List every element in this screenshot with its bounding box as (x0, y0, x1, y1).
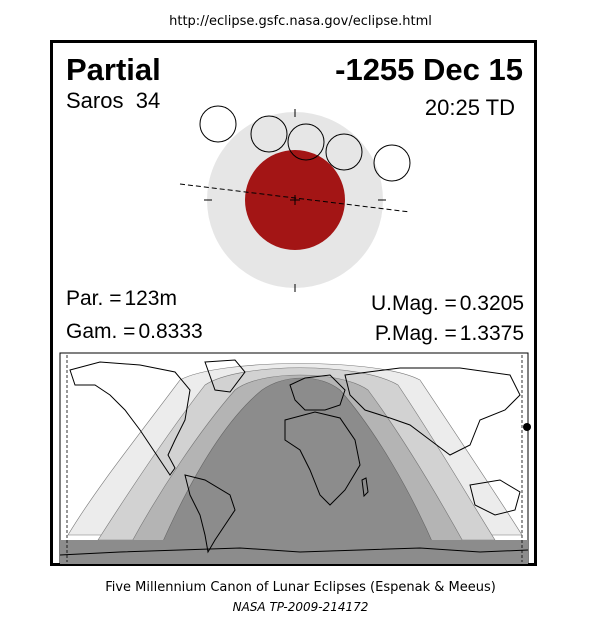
moon-path-line (179, 183, 411, 213)
par-label: Par. = (66, 287, 122, 310)
footer-credit: Five Millennium Canon of Lunar Eclipses … (105, 580, 496, 595)
saros-label: Saros (66, 88, 124, 113)
sublunar-point-marker (523, 423, 531, 431)
saros-line: Saros 34 (66, 88, 160, 114)
moon-position-2 (250, 115, 288, 153)
eclipse-type: Partial (66, 52, 161, 87)
eclipse-date: -1255 Dec 15 (335, 52, 523, 87)
gam-label: Gam. = (66, 320, 136, 343)
pmag-value: 1.3375 (459, 322, 524, 345)
pmag-label: P.Mag. = (374, 322, 457, 345)
moon-position-4 (325, 133, 363, 171)
parameter-umag: U.Mag. = 0.3205 (371, 292, 524, 316)
madagascar (361, 477, 369, 498)
moon-position-1 (199, 105, 237, 143)
source-url[interactable]: http://eclipse.gsfc.nasa.gov/eclipse.htm… (169, 14, 432, 29)
antarctica (59, 547, 529, 556)
umag-label: U.Mag. = (370, 292, 457, 315)
africa (284, 411, 361, 506)
australia (469, 479, 521, 516)
asia (344, 367, 521, 456)
par-value: 123m (124, 287, 177, 310)
continent-outlines (59, 359, 529, 556)
moon-position-5 (373, 144, 411, 182)
north-america (69, 361, 191, 476)
europe (289, 374, 346, 411)
parameter-gam: Gam. = 0.8333 (66, 320, 203, 344)
gam-value: 0.8333 (138, 320, 203, 343)
eclipse-time: 20:25 TD (424, 95, 515, 120)
visibility-map (59, 352, 531, 565)
moon-positions (199, 105, 411, 182)
footer-publication: NASA TP-2009-214172 (232, 600, 369, 614)
south-america (184, 474, 236, 554)
moon-position-3 (287, 123, 325, 161)
axis-ticks (204, 109, 386, 292)
greenland (204, 359, 246, 393)
parameter-pmag: P.Mag. = 1.3375 (375, 322, 524, 346)
umag-value: 0.3205 (459, 292, 524, 315)
parameter-par: Par. = 123m (66, 287, 177, 311)
saros-number: 34 (135, 88, 161, 113)
